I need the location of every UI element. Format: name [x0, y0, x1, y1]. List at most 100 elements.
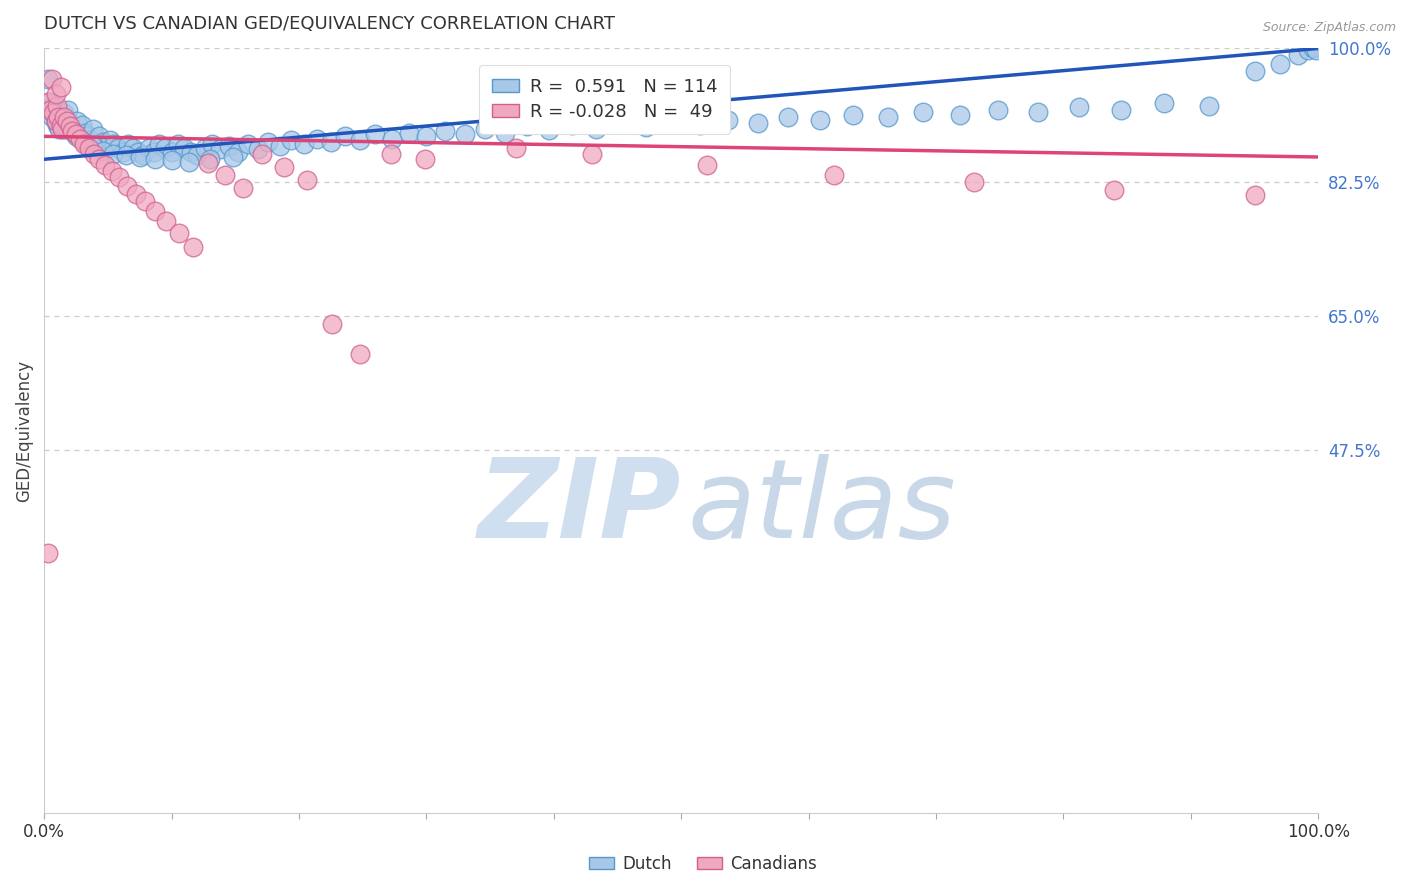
Point — [42, 106, 65, 120]
Point — [257, 135, 280, 149]
Point — [112, 145, 135, 159]
Point — [661, 115, 683, 129]
Point — [45, 114, 67, 128]
Point — [808, 113, 831, 128]
Point — [292, 136, 315, 151]
Point — [963, 175, 986, 189]
Point — [581, 147, 603, 161]
Point — [474, 121, 496, 136]
Point — [82, 139, 104, 153]
Point — [197, 156, 219, 170]
Point — [49, 114, 72, 128]
Point — [609, 116, 631, 130]
Point — [1305, 43, 1327, 57]
Point — [55, 114, 77, 128]
Point — [1109, 103, 1132, 117]
Point — [37, 95, 59, 109]
Point — [823, 168, 845, 182]
Point — [87, 129, 110, 144]
Point — [398, 126, 420, 140]
Point — [181, 240, 204, 254]
Point — [101, 147, 124, 161]
Point — [45, 114, 67, 128]
Point — [208, 142, 231, 156]
Point — [41, 72, 63, 87]
Point — [173, 141, 195, 155]
Point — [198, 153, 221, 167]
Point — [434, 124, 457, 138]
Point — [349, 347, 371, 361]
Point — [349, 133, 371, 147]
Point — [73, 126, 96, 140]
Point — [114, 148, 136, 162]
Point — [1243, 64, 1265, 78]
Point — [87, 152, 110, 166]
Point — [58, 120, 80, 134]
Point — [125, 186, 148, 201]
Point — [72, 118, 94, 132]
Point — [56, 121, 79, 136]
Point — [91, 135, 114, 149]
Legend: Dutch, Canadians: Dutch, Canadians — [582, 848, 824, 880]
Point — [247, 142, 270, 156]
Point — [122, 141, 145, 155]
Point — [45, 87, 67, 102]
Point — [39, 95, 62, 109]
Point — [148, 136, 170, 151]
Point — [58, 118, 80, 132]
Point — [250, 147, 273, 161]
Point — [1026, 104, 1049, 119]
Point — [115, 179, 138, 194]
Point — [49, 110, 72, 124]
Point — [167, 227, 190, 241]
Point — [364, 127, 387, 141]
Point — [415, 129, 437, 144]
Point — [128, 150, 150, 164]
Point — [132, 148, 155, 162]
Point — [117, 136, 139, 151]
Point — [96, 141, 118, 155]
Point — [561, 118, 583, 132]
Text: Source: ZipAtlas.com: Source: ZipAtlas.com — [1263, 21, 1396, 34]
Point — [44, 106, 66, 120]
Point — [280, 133, 302, 147]
Point — [949, 108, 972, 122]
Point — [1286, 47, 1309, 62]
Point — [912, 104, 935, 119]
Point — [69, 129, 91, 144]
Point — [44, 106, 66, 120]
Point — [53, 110, 76, 124]
Point — [91, 144, 114, 158]
Point — [83, 147, 105, 161]
Point — [381, 131, 404, 145]
Point — [201, 136, 224, 151]
Point — [51, 118, 73, 132]
Point — [103, 136, 125, 151]
Point — [127, 145, 149, 159]
Point — [319, 135, 342, 149]
Point — [1067, 99, 1090, 113]
Point — [72, 136, 94, 151]
Point — [155, 214, 177, 228]
Point — [46, 103, 69, 117]
Point — [49, 79, 72, 94]
Point — [494, 126, 516, 140]
Point — [134, 194, 156, 209]
Point — [107, 141, 129, 155]
Point — [214, 168, 236, 182]
Point — [179, 154, 201, 169]
Point — [413, 152, 436, 166]
Point — [1302, 41, 1324, 55]
Point — [167, 136, 190, 151]
Point — [58, 103, 80, 117]
Point — [52, 121, 75, 136]
Point — [537, 123, 560, 137]
Point — [69, 131, 91, 145]
Point — [82, 121, 104, 136]
Point — [143, 152, 166, 166]
Point — [98, 133, 121, 147]
Point — [186, 148, 208, 162]
Point — [585, 121, 607, 136]
Text: ZIP: ZIP — [478, 454, 681, 560]
Point — [1296, 43, 1319, 57]
